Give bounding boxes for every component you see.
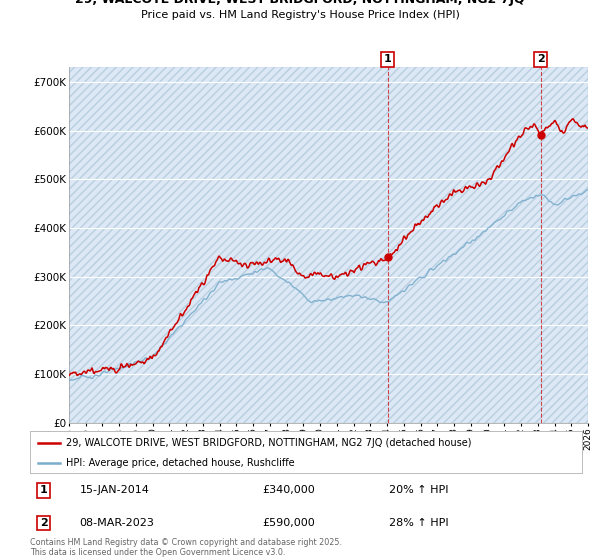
Text: £590,000: £590,000 [262,518,314,528]
Text: 08-MAR-2023: 08-MAR-2023 [80,518,155,528]
Text: HPI: Average price, detached house, Rushcliffe: HPI: Average price, detached house, Rush… [66,458,295,468]
Text: Contains HM Land Registry data © Crown copyright and database right 2025.
This d: Contains HM Land Registry data © Crown c… [30,538,342,557]
Text: 2: 2 [537,54,545,64]
Text: £340,000: £340,000 [262,486,314,496]
Text: 1: 1 [40,486,47,496]
Text: Price paid vs. HM Land Registry's House Price Index (HPI): Price paid vs. HM Land Registry's House … [140,10,460,20]
Text: 29, WALCOTE DRIVE, WEST BRIDGFORD, NOTTINGHAM, NG2 7JQ: 29, WALCOTE DRIVE, WEST BRIDGFORD, NOTTI… [75,0,525,6]
Text: 1: 1 [384,54,392,64]
Text: 28% ↑ HPI: 28% ↑ HPI [389,518,448,528]
Text: 20% ↑ HPI: 20% ↑ HPI [389,486,448,496]
Text: 29, WALCOTE DRIVE, WEST BRIDGFORD, NOTTINGHAM, NG2 7JQ (detached house): 29, WALCOTE DRIVE, WEST BRIDGFORD, NOTTI… [66,438,472,448]
Text: 2: 2 [40,518,47,528]
Text: 15-JAN-2014: 15-JAN-2014 [80,486,149,496]
